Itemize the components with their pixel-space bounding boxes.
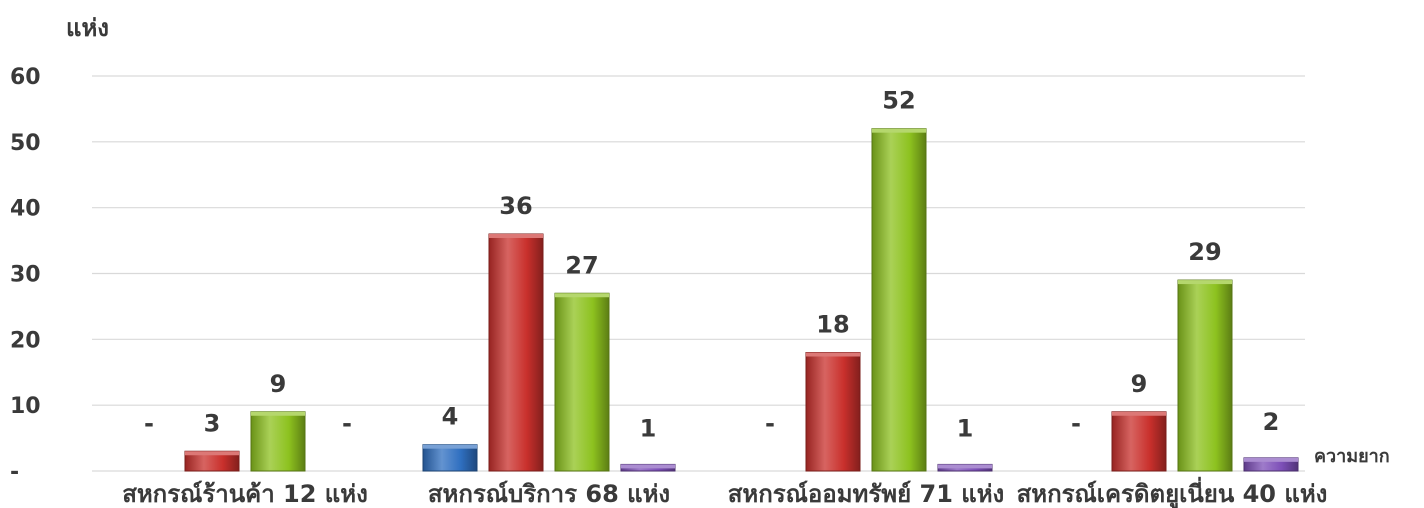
data-label: 29 <box>1188 238 1221 266</box>
data-label: 52 <box>882 87 915 115</box>
bar <box>1177 279 1233 472</box>
bar-top <box>1244 457 1298 462</box>
y-axis-title: แห่ง <box>66 14 109 42</box>
category-label: สหกรณ์บริการ 68 แห่ง <box>428 480 670 508</box>
category-label: สหกรณ์ออมทรัพย์ 71 แห่ง <box>728 480 1005 508</box>
bar-top <box>938 464 992 469</box>
data-label: 4 <box>442 403 459 431</box>
bar <box>871 128 927 472</box>
data-label: 18 <box>816 311 849 339</box>
data-label: - <box>144 410 154 438</box>
y-axis: - 10 20 30 40 50 60 <box>10 65 41 485</box>
data-label: 9 <box>270 370 287 398</box>
bars <box>184 128 1299 472</box>
data-label: 3 <box>204 409 221 437</box>
bar-top <box>555 293 609 298</box>
y-tick-label: 10 <box>10 394 41 419</box>
data-label: 2 <box>1263 408 1280 436</box>
category-label: สหกรณ์ร้านค้า 12 แห่ง <box>122 480 368 508</box>
y-tick-label: 20 <box>10 328 41 353</box>
category-label: สหกรณ์เครดิตยูเนี่ยน 40 แห่ง <box>1017 476 1328 508</box>
bar <box>805 352 861 472</box>
bar-top <box>251 411 305 416</box>
bar-top <box>423 444 477 449</box>
y-tick-label: - <box>10 460 19 485</box>
y-tick-label: 50 <box>10 131 41 156</box>
x-axis-title: ความยาก <box>1314 446 1390 467</box>
y-tick-label: 30 <box>10 263 41 288</box>
bar-top <box>1178 280 1232 285</box>
y-tick-label: 60 <box>10 65 41 90</box>
data-label: 9 <box>1131 370 1148 398</box>
bar-top <box>489 234 543 238</box>
grid <box>92 75 1305 472</box>
x-axis: สหกรณ์ร้านค้า 12 แห่ง สหกรณ์บริการ 68 แห่… <box>122 476 1327 508</box>
bar <box>422 444 478 472</box>
bar <box>1111 411 1167 472</box>
data-label: - <box>765 410 775 438</box>
data-label: 1 <box>957 414 974 442</box>
bar <box>554 292 610 472</box>
data-labels: - 3 9 - 4 36 27 1 - 18 52 1 - 9 29 2 <box>144 87 1279 443</box>
bar-top <box>872 128 926 133</box>
y-tick-label: 40 <box>10 197 41 222</box>
bar-top <box>1112 411 1166 416</box>
bar <box>250 411 306 472</box>
bar-top <box>185 451 239 456</box>
bar <box>488 233 544 472</box>
bar-top <box>621 464 675 469</box>
data-label: 27 <box>565 251 598 279</box>
data-label: 36 <box>499 192 532 220</box>
data-label: - <box>342 410 352 438</box>
data-label: 1 <box>640 414 657 442</box>
bar-top <box>806 352 860 357</box>
data-label: - <box>1071 410 1081 438</box>
